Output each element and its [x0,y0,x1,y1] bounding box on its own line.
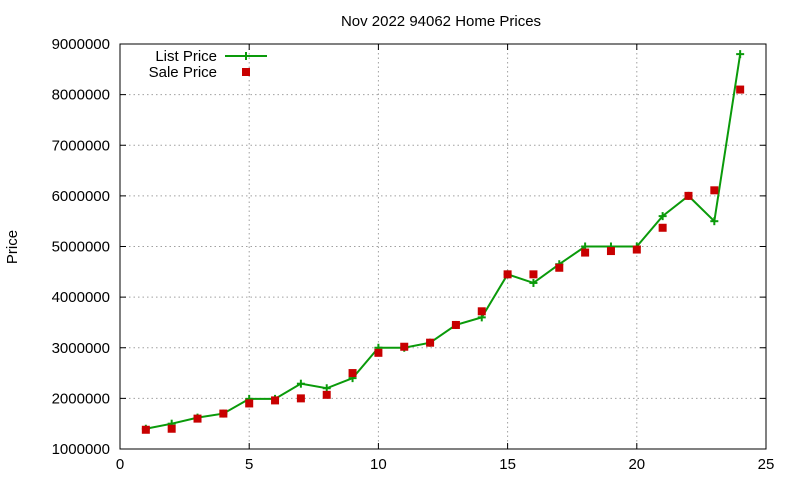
x-tick-label: 15 [499,456,516,473]
x-tick-label: 20 [628,456,645,473]
data-point-marker [296,379,305,388]
y-tick-label: 1000000 [52,441,110,458]
data-point-marker [658,212,667,221]
y-tick-label: 5000000 [52,239,110,256]
data-point-square [529,270,538,279]
data-point-square [606,247,615,256]
y-tick-label: 2000000 [52,390,110,407]
data-point-square [271,396,280,405]
data-point-square [296,394,305,403]
data-point-square [322,390,331,399]
legend-square [242,68,250,76]
data-point-square [581,248,590,257]
data-point-square [736,85,745,94]
y-tick-label: 8000000 [52,87,110,104]
data-point-square [374,348,383,357]
data-point-square [684,191,693,200]
data-point-marker [529,278,538,287]
series-list-price [141,50,745,433]
y-axis-label: Price [4,230,21,264]
data-point-square [219,409,228,418]
y-tick-label: 4000000 [52,289,110,306]
x-tick-label: 10 [370,456,387,473]
tick-labels: 0 5 10 15 20 25 1000000 2000000 3000000 4000000 50… [52,36,775,473]
y-tick-label: 6000000 [52,188,110,205]
x-tick-label: 25 [758,456,775,473]
data-point-marker [736,50,745,59]
data-point-square [658,223,667,232]
y-tick-label: 9000000 [52,36,110,53]
series-layer [141,50,745,434]
y-tick-label: 3000000 [52,340,110,357]
data-point-square [167,424,176,433]
data-point-square [141,425,150,434]
x-tick-label: 5 [245,456,253,473]
axes [119,43,767,450]
data-point-square [348,369,357,378]
data-point-square [710,186,719,195]
series-line [145,53,742,430]
series-sale-price [141,85,745,434]
legend-entry: Sale Price [149,64,250,81]
data-point-square [426,338,435,347]
data-point-square [632,245,641,254]
data-point-marker [710,217,719,226]
grid-lines [120,44,766,449]
data-point-square [245,399,254,408]
chart-title: Nov 2022 94062 Home Prices [341,13,541,30]
x-tick-label: 0 [116,456,124,473]
data-point-square [477,307,486,316]
data-point-square [555,263,564,272]
legend-label: Sale Price [149,64,217,81]
data-point-square [193,414,202,423]
data-point-square [503,270,512,279]
y-tick-label: 7000000 [52,137,110,154]
legend-entry: List Price [155,48,267,65]
data-point-square [451,320,460,329]
data-point-square [400,342,409,351]
legend-label: List Price [155,48,217,65]
